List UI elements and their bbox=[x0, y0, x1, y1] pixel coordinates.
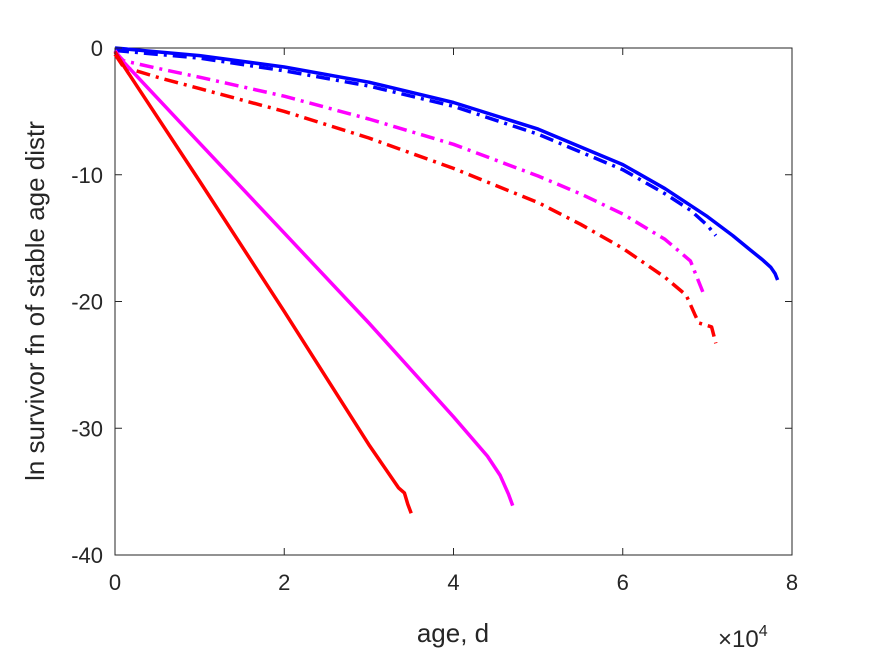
series-line-3 bbox=[113, 50, 705, 294]
x-tick-label: 4 bbox=[447, 570, 459, 595]
series-group bbox=[113, 46, 780, 514]
x-tick-label: 6 bbox=[617, 570, 629, 595]
series-line-5 bbox=[113, 49, 515, 507]
series-line-4 bbox=[113, 53, 718, 344]
x-tick-label: 8 bbox=[786, 570, 798, 595]
x-tick-label: 0 bbox=[109, 570, 121, 595]
plot-area bbox=[114, 47, 793, 556]
y-tick-label: 0 bbox=[91, 36, 103, 61]
x-axis-label: age, d bbox=[417, 618, 489, 648]
x-ticks: 0 2 4 6 8 bbox=[109, 48, 798, 595]
y-tick-label: -40 bbox=[71, 543, 103, 568]
y-tick-label: -20 bbox=[71, 290, 103, 315]
y-tick-label: -10 bbox=[71, 163, 103, 188]
y-ticks: 0 -10 -20 -30 -40 bbox=[71, 36, 792, 568]
series-line-2 bbox=[114, 48, 718, 237]
y-tick-label: -30 bbox=[71, 416, 103, 441]
y-axis-label: ln survivor fn of stable age distr bbox=[20, 121, 50, 481]
x-multiplier-exponent: 4 bbox=[759, 623, 768, 640]
x-multiplier-base: 10 bbox=[732, 626, 759, 653]
x-tick-label: 2 bbox=[278, 570, 290, 595]
series-line-6 bbox=[113, 50, 413, 514]
x-multiplier: ×104 bbox=[718, 623, 768, 653]
series-line-1 bbox=[114, 46, 780, 281]
x-multiplier-times: × bbox=[718, 626, 732, 653]
